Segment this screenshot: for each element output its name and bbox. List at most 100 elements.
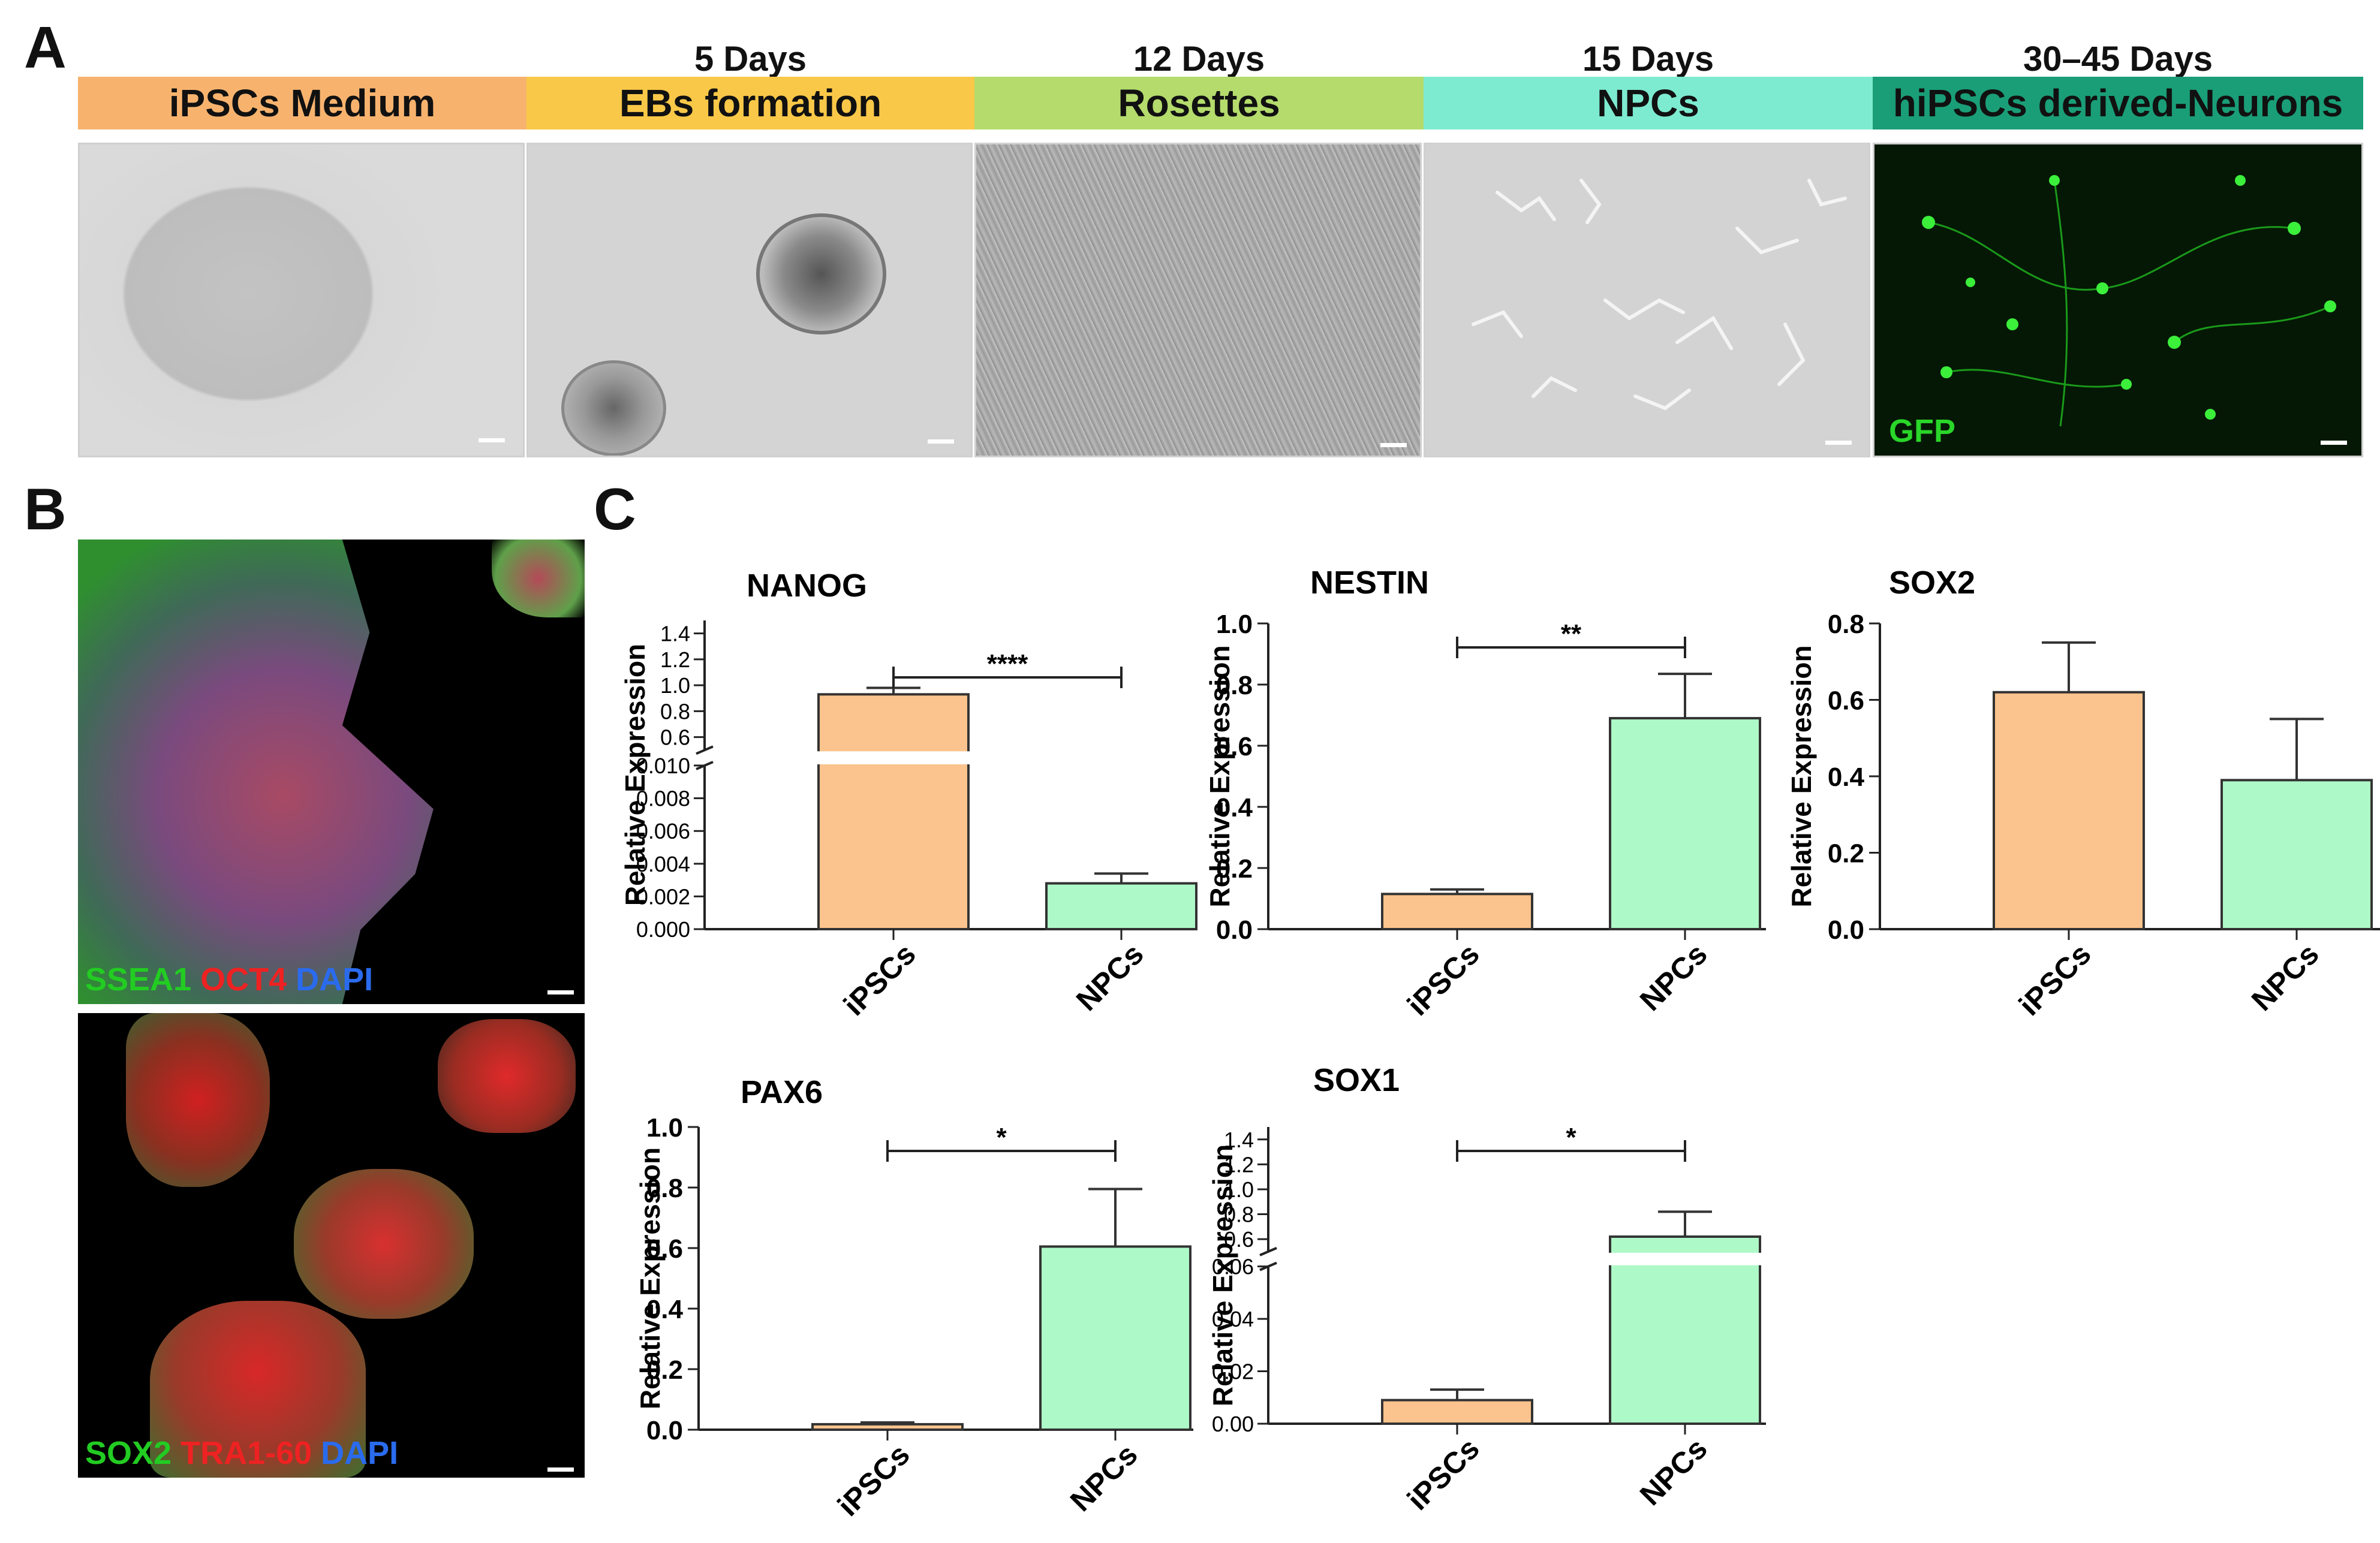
y-tick-label: 0.002 (636, 884, 690, 909)
marker-dapi-label: DAPI (296, 962, 374, 997)
scale-bar (928, 439, 954, 444)
bar-ipscs (1381, 1399, 1533, 1425)
x-tick-label: NPCs (1070, 937, 1150, 1017)
marker-label-group: SOX2 TRA1-60 DAPI (85, 1435, 398, 1471)
y-tick-label: 0.6 (1216, 732, 1253, 761)
axis-break-mark (1259, 1247, 1277, 1256)
stage-days-label: 30–45 Days (2023, 40, 2213, 79)
x-tick-label: iPSCs (1401, 1432, 1486, 1517)
marker-ssea1-label: SSEA1 (85, 962, 192, 997)
scale-bar (479, 438, 505, 442)
bar-npcs (1045, 882, 1197, 930)
significance-stars: ** (1561, 619, 1582, 649)
bar-break (817, 751, 970, 765)
micrograph-ebs (526, 143, 973, 457)
x-tick-label: iPSCs (831, 1437, 916, 1523)
bar-npcs (2220, 779, 2373, 930)
y-tick-label: 0.010 (636, 754, 690, 778)
x-tick-label: NPCs (2245, 937, 2325, 1017)
stage-bar: NPCs (1424, 77, 1873, 129)
bar-ipscs (1993, 691, 2145, 930)
y-tick-label: 0.8 (660, 699, 690, 724)
y-tick-label: 0.4 (646, 1295, 684, 1324)
y-tick-label: 0.6 (660, 725, 690, 750)
y-tick-label: 0.0 (1828, 915, 1864, 945)
y-tick-label: 0.8 (1828, 610, 1864, 639)
y-tick-label: 1.2 (1224, 1152, 1254, 1177)
npc-cells-sketch (1472, 179, 1847, 411)
gfp-neurons-sketch (1922, 175, 2336, 427)
stage-label: hiPSCs derived-Neurons (1892, 82, 2343, 125)
y-axis-label: Relative Expression (619, 644, 651, 906)
stage-label: Rosettes (1118, 82, 1280, 125)
x-tick-label: NPCs (1633, 937, 1714, 1017)
marker-sox2-label: SOX2 (85, 1435, 172, 1471)
x-tick-label: NPCs (1633, 1432, 1714, 1512)
y-tick-label: 0.6 (1828, 686, 1864, 716)
y-tick-label: 0.006 (636, 819, 690, 843)
y-tick-label: 0.004 (636, 852, 690, 876)
bar-ipscs (811, 1423, 964, 1431)
y-tick-label: 0.0 (1216, 915, 1253, 945)
micrograph-npcs (1424, 143, 1870, 457)
y-tick-label: 0.6 (646, 1234, 683, 1264)
colony-region (294, 1169, 474, 1319)
chart-title: SOX1 (1313, 1062, 1400, 1098)
y-tick-label: 0.02 (1212, 1360, 1254, 1384)
chart-title: SOX2 (1889, 565, 1975, 601)
y-axis-label: Relative Expression (1207, 1144, 1238, 1406)
scale-bar (547, 990, 574, 994)
bar-npcs (1609, 717, 1761, 930)
panel-label-c: C (594, 476, 636, 542)
y-tick-label: 1.0 (646, 1113, 683, 1143)
y-tick-label: 0.04 (1212, 1307, 1254, 1331)
stage-days-label: 15 Days (1582, 40, 1714, 79)
scale-bar (547, 1467, 574, 1472)
y-tick-label: 0.6 (1224, 1227, 1254, 1252)
significance-stars: **** (987, 649, 1028, 679)
x-tick-label: iPSCs (837, 937, 922, 1022)
embryoid-body (561, 360, 666, 456)
stage-bar: hiPSCs derived-Neurons (1873, 77, 2363, 129)
chart-title: PAX6 (741, 1074, 823, 1110)
stage-bar: EBs formation (526, 77, 974, 129)
x-tick-label: iPSCs (2012, 937, 2098, 1022)
immuno-sox2-tra160: SOX2 TRA1-60 DAPI (78, 1013, 585, 1478)
stage-bar: Rosettes (974, 77, 1424, 129)
y-tick-label: 0.0 (646, 1416, 683, 1445)
y-tick-label: 1.0 (660, 673, 690, 698)
scale-bar (1380, 443, 1407, 447)
y-tick-label: 1.0 (1216, 610, 1253, 639)
y-tick-label: 0.8 (1224, 1203, 1254, 1227)
x-tick-label: NPCs (1064, 1437, 1144, 1518)
embryoid-body (756, 213, 886, 334)
y-tick-label: 1.2 (660, 647, 690, 672)
marker-oct4-label: OCT4 (200, 962, 287, 997)
scale-bar (2321, 441, 2347, 445)
y-tick-label: 0.2 (646, 1355, 683, 1385)
y-tick-label: 0.06 (1212, 1255, 1254, 1279)
y-tick-label: 0.4 (1216, 793, 1253, 822)
chart-title: NESTIN (1310, 565, 1429, 601)
y-tick-label: 1.4 (660, 622, 690, 646)
y-axis-label: Relative Expression (1786, 645, 1817, 907)
y-tick-label: 0.2 (1216, 854, 1253, 884)
y-tick-label: 0.8 (1216, 671, 1253, 700)
significance-stars: * (996, 1123, 1007, 1152)
x-tick-label: iPSCs (1401, 937, 1486, 1022)
stage-days-label: 12 Days (1133, 40, 1265, 79)
y-axis-label: Relative Expression (634, 1147, 666, 1409)
panel-label-b: B (24, 476, 67, 542)
marker-tra1-60-label: TRA1-60 (180, 1435, 312, 1471)
y-tick-label: 0.8 (646, 1174, 683, 1203)
immuno-ssea1-oct4: SSEA1 OCT4 DAPI (78, 540, 585, 1004)
marker-label-top: SSEA1 OCT4 DAPI (85, 961, 373, 998)
stage-bar: iPSCs Medium (78, 77, 526, 129)
stage-label: iPSCs Medium (169, 82, 436, 125)
y-tick-label: 0.008 (636, 786, 690, 811)
chart-title: NANOG (747, 568, 867, 604)
micrograph-ipscs-colony (78, 143, 525, 457)
colony-region (438, 1019, 576, 1133)
bar-ipscs (817, 693, 970, 931)
